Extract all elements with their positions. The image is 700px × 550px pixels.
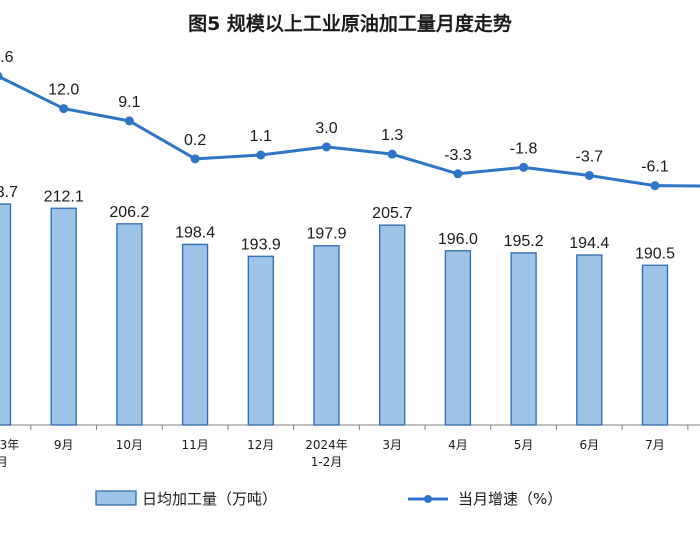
x-tick-label: 5月 xyxy=(514,438,534,452)
line-point xyxy=(190,154,200,164)
line-value-label: -3.7 xyxy=(576,148,604,165)
line-point xyxy=(0,72,3,81)
chart-title: 图5 规模以上工业原油加工量月度走势 xyxy=(188,12,512,35)
bar xyxy=(116,223,143,426)
x-tick-label: 12月 xyxy=(247,438,274,452)
bar xyxy=(0,203,12,426)
x-tick-label: 2024年 xyxy=(305,438,348,452)
x-tick-label: 2023年 xyxy=(0,438,19,452)
x-tick-label: 8月 xyxy=(0,455,8,469)
bar-value-label: 206.2 xyxy=(109,204,149,221)
bar xyxy=(444,250,472,426)
bar-value-label: 194.4 xyxy=(569,235,609,252)
line-point xyxy=(256,150,266,160)
line-value-label: -1.8 xyxy=(510,140,538,157)
line-point xyxy=(584,170,594,180)
bar xyxy=(50,207,77,426)
bar-value-label: 196.0 xyxy=(438,231,478,248)
bar xyxy=(576,254,603,426)
bar xyxy=(510,252,537,426)
x-tick-label: 7月 xyxy=(645,438,665,452)
plot-area: 213.7 2023年 8月 212.1 9月 206.2 10月 198.4 11月 193.9… xyxy=(0,49,700,469)
legend-bar-swatch xyxy=(95,490,137,506)
legend-bar-label: 日均加工量（万吨） xyxy=(142,490,277,508)
x-tick-label: 1-2月 xyxy=(311,455,343,469)
bar-value-label: 198.4 xyxy=(175,224,215,241)
legend-line-marker xyxy=(424,495,432,503)
bar xyxy=(641,264,669,426)
bar xyxy=(247,255,274,426)
legend-line-label: 当月增速（%） xyxy=(458,490,562,508)
bar-value-label: 213.7 xyxy=(0,184,18,201)
line-value-label: 1.1 xyxy=(250,128,272,145)
bar-value-label: 195.2 xyxy=(504,233,544,250)
line-value-label: 19.6 xyxy=(0,49,14,66)
bar xyxy=(181,243,209,426)
x-tick-label: 4月 xyxy=(448,438,468,452)
bar-value-label: 197.9 xyxy=(306,226,346,243)
line-value-label: 1.3 xyxy=(381,127,403,144)
bar-value-label: 190.5 xyxy=(635,245,675,262)
x-tick-label: 6月 xyxy=(579,438,599,452)
bar-value-label: 193.9 xyxy=(241,236,281,253)
line-value-label: 0.2 xyxy=(184,132,206,149)
line-point xyxy=(124,116,134,126)
line-point xyxy=(387,149,397,159)
bar xyxy=(379,224,406,426)
line-value-label: 12.0 xyxy=(48,82,79,99)
growth-line xyxy=(0,75,700,188)
legend: 日均加工量（万吨） 当月增速（%） xyxy=(95,490,562,508)
line-value-label: -3.3 xyxy=(444,147,472,164)
line-value-label: 3.0 xyxy=(315,120,337,137)
line-point xyxy=(59,104,69,114)
bar-value-label: 212.1 xyxy=(44,188,84,205)
line-point xyxy=(650,181,660,191)
line-value-label: -6.1 xyxy=(641,159,669,176)
bar xyxy=(313,245,340,426)
x-tick-label: 3月 xyxy=(382,438,402,452)
x-tick-label: 10月 xyxy=(116,438,143,452)
x-tick-label: 11月 xyxy=(181,438,208,452)
x-tick-label: 9月 xyxy=(54,438,74,452)
line-point xyxy=(519,162,529,172)
line-value-label: 9.1 xyxy=(118,94,140,111)
line-point xyxy=(322,142,331,152)
line-point xyxy=(453,169,463,179)
bar-value-label: 205.7 xyxy=(372,205,412,222)
